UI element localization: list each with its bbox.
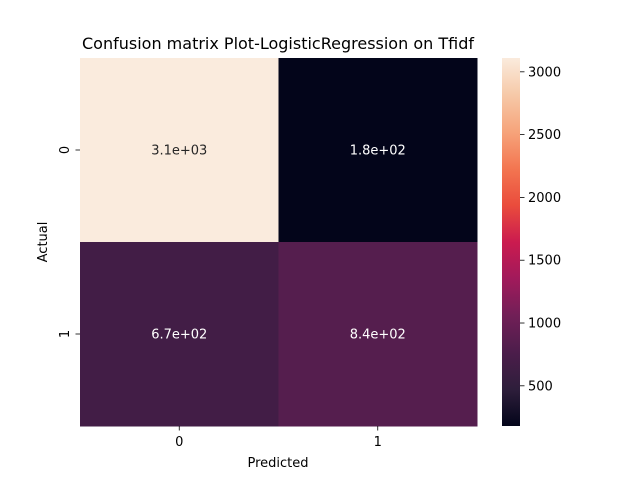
cell-annotation: 8.4e+02 xyxy=(350,328,406,343)
colorbar-ticks: 500 1000 1500 2000 2500 3000 xyxy=(520,65,561,394)
cell-annotation: 3.1e+03 xyxy=(151,144,207,159)
heatmap-cell xyxy=(278,242,478,427)
heatmap-cell xyxy=(80,242,279,427)
colorbar-tick-label: 2000 xyxy=(528,191,561,206)
y-axis-label: Actual xyxy=(36,222,51,263)
y-tick-label: 0 xyxy=(58,146,73,154)
x-tick-label: 1 xyxy=(374,435,382,450)
colorbar-tick-label: 3000 xyxy=(528,65,561,80)
y-tick-label: 1 xyxy=(58,330,73,338)
chart-title: Confusion matrix Plot-LogisticRegression… xyxy=(82,34,474,53)
heatmap-cell xyxy=(278,58,478,243)
heatmap-cell xyxy=(80,58,279,243)
colorbar-tick-label: 1000 xyxy=(528,317,561,332)
cell-annotation: 1.8e+02 xyxy=(350,144,406,159)
y-axis: 01 xyxy=(58,146,80,338)
colorbar-tick-label: 500 xyxy=(528,379,553,394)
colorbar-tick-label: 1500 xyxy=(528,254,561,269)
colorbar-tick-label: 2500 xyxy=(528,128,561,143)
x-tick-label: 0 xyxy=(175,435,183,450)
x-axis-label: Predicted xyxy=(247,456,308,471)
colorbar: 500 1000 1500 2000 2500 3000 xyxy=(502,58,561,426)
heatmap-cells xyxy=(80,58,478,427)
cell-annotations: 3.1e+03 1.8e+02 6.7e+02 8.4e+02 xyxy=(151,144,406,343)
cell-annotation: 6.7e+02 xyxy=(151,328,207,343)
colorbar-gradient xyxy=(502,58,520,426)
